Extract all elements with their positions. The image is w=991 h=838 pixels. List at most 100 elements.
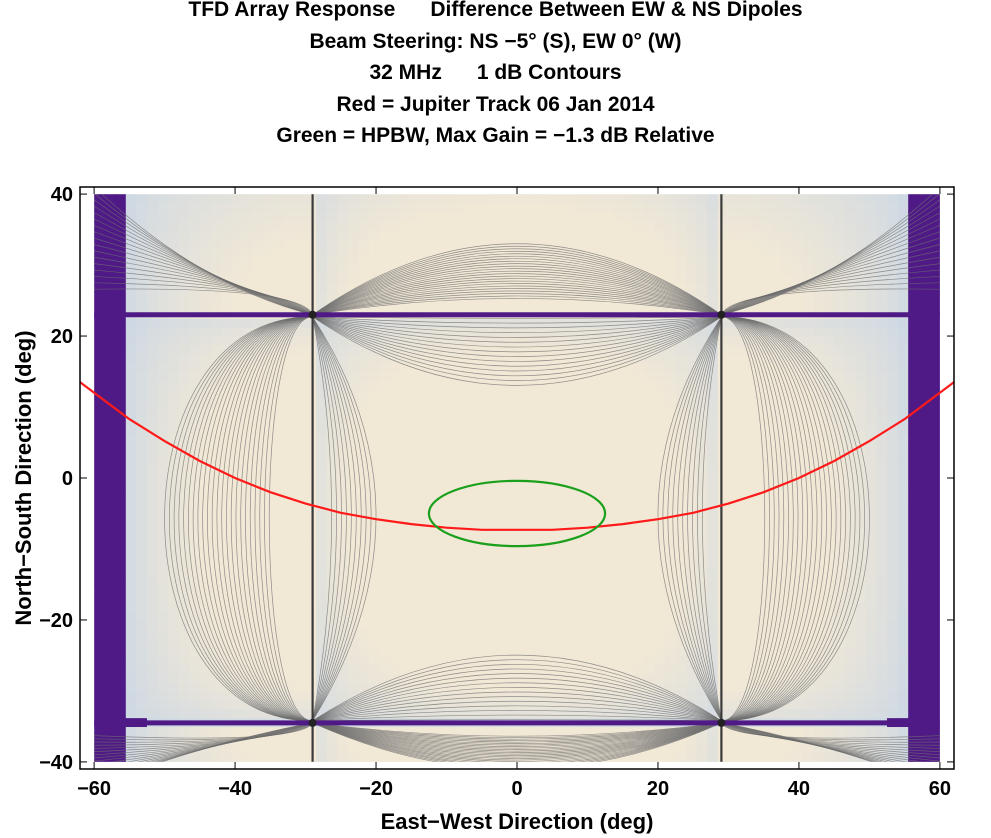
heatmap-cell (157, 593, 169, 603)
heatmap-cell (855, 371, 867, 382)
heatmap-cell (273, 433, 285, 444)
heatmap-cell (242, 318, 254, 328)
heatmap-cell (538, 238, 550, 248)
heatmap-cell (400, 655, 412, 665)
heatmap-cell (865, 327, 878, 337)
heatmap-cell (442, 256, 455, 266)
heatmap-cell (506, 540, 518, 550)
heatmap-cell (675, 327, 687, 337)
heatmap-cell (485, 646, 497, 657)
heatmap-cell (284, 628, 296, 639)
heatmap-cell (316, 398, 328, 408)
heatmap-cell (390, 548, 402, 559)
heatmap-cell (559, 664, 571, 674)
heatmap-cell (104, 362, 116, 373)
heatmap-cell (728, 282, 740, 293)
heatmap-cell (717, 682, 730, 692)
heatmap-cell (337, 690, 349, 701)
heatmap-cell (654, 646, 666, 657)
heatmap-cell (601, 194, 613, 204)
heatmap-cell (559, 540, 571, 550)
heatmap-cell (400, 690, 412, 701)
heatmap-cell (643, 575, 656, 586)
heatmap-cell (591, 611, 603, 621)
heatmap-cell (199, 637, 211, 648)
heatmap-cell (791, 673, 804, 683)
heatmap-cell (728, 540, 740, 550)
heatmap-cell (411, 602, 423, 612)
heatmap-cell (432, 513, 444, 523)
heatmap-cell (337, 353, 349, 364)
heatmap-cell (739, 478, 751, 488)
heatmap-cell (717, 628, 730, 639)
heatmap-cell (559, 726, 571, 736)
heatmap-cell (326, 575, 338, 586)
heatmap-cell (760, 646, 772, 657)
heatmap-cell (696, 389, 708, 399)
heatmap-cell (337, 336, 349, 346)
heatmap-cell (442, 327, 455, 337)
heatmap-cell (442, 433, 455, 444)
heatmap-cell (337, 478, 349, 488)
heatmap-cell (517, 211, 529, 222)
heatmap-cell (675, 540, 687, 550)
heatmap-cell (358, 371, 370, 382)
heatmap-cell (495, 504, 508, 515)
heatmap-cell (379, 593, 391, 603)
heatmap-cell (791, 282, 804, 293)
heatmap-cell (104, 664, 116, 674)
heatmap-cell (717, 566, 730, 577)
heatmap-cell (284, 460, 296, 470)
heatmap-cell (379, 531, 391, 541)
heatmap-cell (580, 548, 592, 559)
heatmap-cell (390, 646, 402, 657)
heatmap-cell (802, 690, 814, 701)
heatmap-cell (464, 265, 476, 275)
heatmap-cell (453, 646, 465, 657)
heatmap-cell (559, 557, 571, 568)
heatmap-cell (865, 611, 878, 621)
heatmap-cell (495, 256, 508, 266)
heatmap-cell (125, 380, 137, 390)
heatmap-cell (622, 256, 634, 266)
heatmap-cell (622, 194, 634, 204)
heatmap-cell (739, 522, 751, 532)
heatmap-cell (252, 229, 264, 240)
heatmap-cell (273, 655, 285, 665)
heatmap-cell (527, 211, 539, 222)
heatmap-cell (612, 486, 624, 497)
heatmap-cell (94, 460, 106, 470)
heatmap-cell (157, 726, 169, 736)
heatmap-cell (442, 380, 455, 390)
heatmap-cell (559, 478, 571, 488)
heatmap-cell (887, 407, 899, 417)
heatmap-cell (189, 229, 201, 240)
heatmap-cell (887, 575, 899, 586)
heatmap-cell (717, 664, 730, 674)
heatmap-cell (665, 619, 677, 630)
heatmap-cell (125, 584, 137, 594)
heatmap-cell (199, 318, 211, 328)
heatmap-cell (220, 211, 233, 222)
heatmap-cell (263, 344, 275, 355)
heatmap-cell (284, 469, 296, 479)
heatmap-cell (781, 584, 793, 594)
heatmap-cell (168, 451, 180, 461)
heatmap-cell (633, 699, 645, 710)
heatmap-cell (781, 522, 793, 532)
heatmap-cell (696, 575, 708, 586)
heatmap-cell (125, 424, 137, 435)
heatmap-cell (104, 194, 116, 204)
heatmap-cell (802, 389, 814, 399)
heatmap-cell (654, 655, 666, 665)
heatmap-cell (834, 247, 846, 257)
heatmap-cell (760, 220, 772, 231)
heatmap-cell (823, 735, 835, 745)
heatmap-cell (686, 708, 698, 719)
heatmap-cell (294, 282, 307, 293)
heatmap-cell (569, 389, 582, 399)
heatmap-cell (453, 291, 465, 302)
heatmap-cell (94, 451, 106, 461)
heatmap-cell (199, 602, 211, 612)
heatmap-cell (696, 637, 708, 648)
